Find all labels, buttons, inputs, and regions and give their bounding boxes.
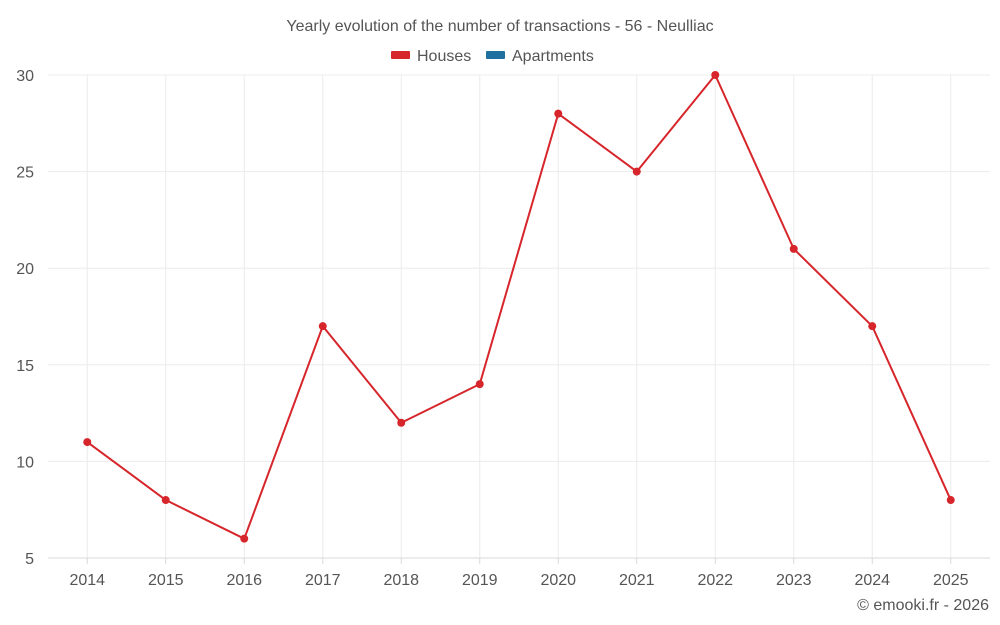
x-tick-label-2023: 2023 <box>776 572 812 589</box>
data-point-houses-2015[interactable] <box>161 496 170 505</box>
legend-swatch-houses <box>391 51 410 59</box>
x-tick-label-2014: 2014 <box>69 572 105 589</box>
x-tick-label-2016: 2016 <box>226 572 262 589</box>
x-tick-label-2018: 2018 <box>383 572 419 589</box>
x-tick-label-2017: 2017 <box>305 572 341 589</box>
credit-text: © emooki.fr - 2026 <box>857 597 989 614</box>
data-point-houses-2017[interactable] <box>318 322 327 331</box>
x-tick-label-2021: 2021 <box>619 572 655 589</box>
legend: Houses Apartments <box>391 48 594 65</box>
x-tick-label-2020: 2020 <box>540 572 576 589</box>
x-tick-label-2015: 2015 <box>148 572 184 589</box>
y-tick-label-10: 10 <box>16 454 34 471</box>
chart-title: Yearly evolution of the number of transa… <box>286 18 713 35</box>
data-point-houses-2019[interactable] <box>475 380 484 389</box>
legend-label-apartments: Apartments <box>512 48 594 65</box>
legend-label-houses: Houses <box>417 48 471 65</box>
data-point-houses-2014[interactable] <box>83 438 92 447</box>
data-point-houses-2018[interactable] <box>397 418 406 427</box>
y-tick-label-5: 5 <box>25 551 34 568</box>
x-tick-label-2022: 2022 <box>697 572 733 589</box>
data-point-houses-2025[interactable] <box>946 496 955 505</box>
x-tick-label-2025: 2025 <box>933 572 969 589</box>
data-point-houses-2022[interactable] <box>711 71 720 79</box>
series-layer <box>83 71 955 543</box>
x-tick-label-2019: 2019 <box>462 572 498 589</box>
y-tick-label-20: 20 <box>16 261 34 278</box>
legend-item-apartments[interactable]: Apartments <box>486 48 594 65</box>
chart-grid <box>48 74 990 558</box>
x-tick-label-2024: 2024 <box>854 572 890 589</box>
y-tick-label-25: 25 <box>16 165 34 182</box>
y-tick-label-15: 15 <box>16 358 34 375</box>
legend-item-houses[interactable]: Houses <box>391 48 471 65</box>
data-point-houses-2024[interactable] <box>868 322 877 331</box>
data-point-houses-2021[interactable] <box>632 167 641 176</box>
data-point-houses-2020[interactable] <box>554 109 563 118</box>
y-tick-label-30: 30 <box>16 68 34 85</box>
legend-swatch-apartments <box>486 51 505 59</box>
data-point-houses-2023[interactable] <box>789 244 798 253</box>
data-point-houses-2016[interactable] <box>240 534 249 543</box>
series-line-houses <box>86 74 952 540</box>
